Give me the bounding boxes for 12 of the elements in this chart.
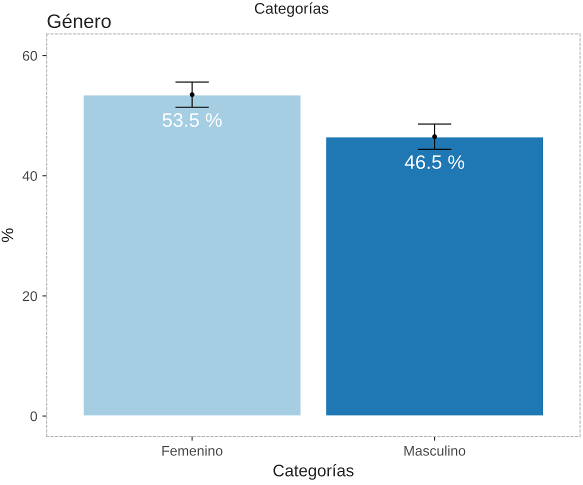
x-tick-label: Masculino: [404, 446, 466, 456]
y-tick-label: 20: [22, 291, 38, 302]
chart-subtitle: Género: [48, 14, 111, 28]
y-tick-label: 0: [30, 411, 38, 422]
y-axis-title: %: [2, 228, 14, 242]
x-tick-label: Femenino: [162, 446, 222, 456]
x-axis-title: Categorías: [273, 464, 354, 480]
y-tick-label: 40: [22, 171, 38, 181]
y-tick-label: 60: [22, 50, 38, 61]
data-label: 46.5 %: [404, 155, 464, 169]
chart-title: Categorías: [254, 2, 328, 17]
data-label: 53.5 %: [162, 113, 222, 127]
